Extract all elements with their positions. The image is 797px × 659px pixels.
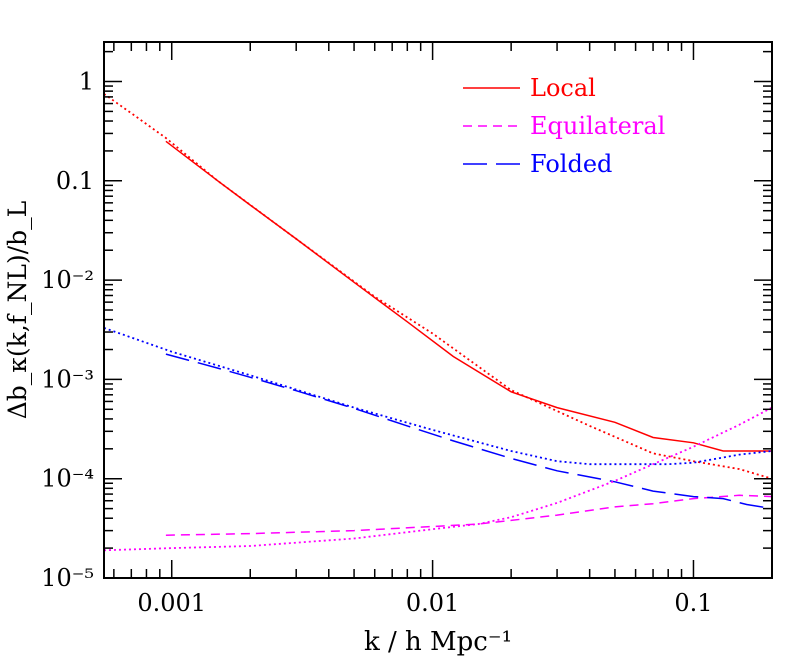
- series-layer: [103, 93, 773, 552]
- legend-label-equilateral: Equilateral: [530, 112, 665, 140]
- x-tick-label: 0.01: [406, 589, 459, 617]
- series-line-folded: [165, 353, 773, 510]
- y-tick-label: 10⁻³: [41, 365, 94, 393]
- series-line-dotted-3: [103, 93, 773, 480]
- series-line-local: [165, 140, 772, 452]
- series-line-equilateral: [165, 494, 773, 536]
- legend-label-folded: Folded: [530, 150, 612, 178]
- x-tick-label: 0.1: [674, 589, 712, 617]
- tick-label-layer: 0.001 0.01 0.1 1 0.1 10⁻² 10⁻³ 10⁻⁴ 10⁻⁵: [41, 68, 712, 617]
- y-tick-label: 10⁻⁵: [41, 564, 94, 592]
- series-line-dotted-4: [103, 406, 773, 552]
- legend: Local Equilateral Folded: [463, 74, 665, 178]
- y-tick-label: 0.1: [56, 167, 94, 195]
- tick-layer: [104, 42, 773, 579]
- y-tick-label: 1: [79, 68, 94, 96]
- y-tick-label: 10⁻⁴: [41, 465, 94, 493]
- x-tick-label: 0.001: [137, 589, 206, 617]
- x-axis-label: k / h Mpc⁻¹: [364, 627, 512, 657]
- legend-label-local: Local: [530, 74, 596, 102]
- y-axis-label: Δb_κ(k,f_NL)/b_L: [3, 201, 32, 420]
- y-tick-label: 10⁻²: [41, 266, 94, 294]
